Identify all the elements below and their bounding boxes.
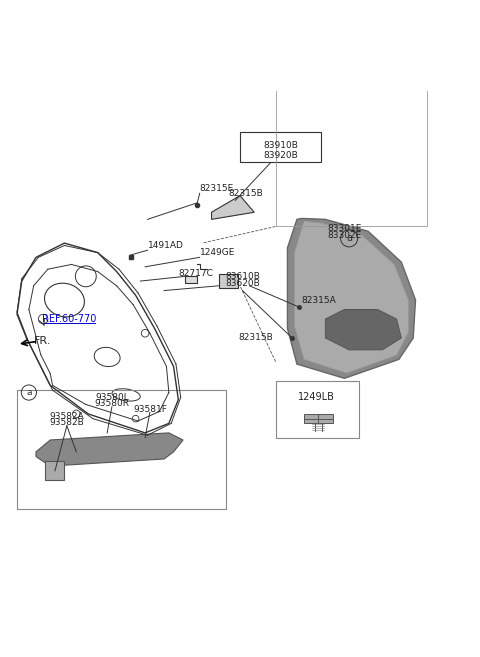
Text: 93581F: 93581F <box>133 405 167 414</box>
Text: 1491AD: 1491AD <box>147 241 183 250</box>
Text: 83610B: 83610B <box>226 272 261 281</box>
Text: 82717C: 82717C <box>179 269 213 279</box>
Text: 1249GE: 1249GE <box>200 248 235 257</box>
Text: 82315B: 82315B <box>228 189 263 198</box>
Text: 82315B: 82315B <box>239 334 273 342</box>
Bar <box>240 131 321 162</box>
Polygon shape <box>304 414 333 423</box>
Text: 83301E: 83301E <box>328 225 362 233</box>
Text: 82315E: 82315E <box>200 184 234 193</box>
Polygon shape <box>212 196 254 219</box>
Text: 93580L: 93580L <box>95 393 129 402</box>
Text: a: a <box>346 233 352 243</box>
Polygon shape <box>288 218 416 378</box>
Text: 93582B: 93582B <box>49 418 84 427</box>
Text: 82315A: 82315A <box>301 296 336 305</box>
Polygon shape <box>325 309 401 350</box>
Bar <box>276 63 427 227</box>
Text: FR.: FR. <box>34 336 51 346</box>
Text: 83920B: 83920B <box>263 151 298 160</box>
Bar <box>17 390 226 509</box>
Text: 93580R: 93580R <box>95 399 130 408</box>
Text: REF.60-770: REF.60-770 <box>42 314 96 324</box>
Text: 1249LB: 1249LB <box>299 392 336 402</box>
Text: 83910B: 83910B <box>263 141 298 150</box>
Polygon shape <box>36 433 183 466</box>
Text: 83620B: 83620B <box>226 279 261 288</box>
Text: 93582A: 93582A <box>49 412 84 420</box>
Text: a: a <box>26 388 32 397</box>
Bar <box>219 274 238 288</box>
Bar <box>276 380 359 438</box>
Text: 83302E: 83302E <box>328 231 362 240</box>
Polygon shape <box>295 221 408 373</box>
Bar <box>46 461 64 480</box>
Bar <box>185 277 197 283</box>
